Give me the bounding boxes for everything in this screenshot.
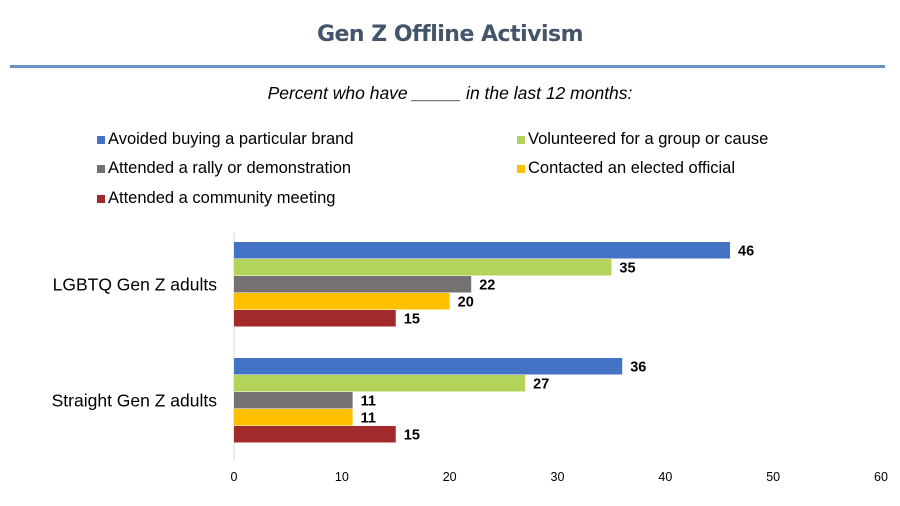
legend-item-rally: Attended a rally or demonstration	[97, 159, 351, 178]
x-tick-label: 30	[551, 470, 565, 484]
data-label: 22	[479, 277, 495, 293]
legend-label: Avoided buying a particular brand	[108, 130, 354, 148]
bar	[234, 242, 731, 259]
x-tick-label: 10	[335, 470, 349, 484]
chart-subtitle: Percent who have _____ in the last 12 mo…	[267, 83, 633, 103]
x-tick-label: 40	[658, 470, 672, 484]
data-label: 20	[458, 294, 474, 310]
bar	[234, 409, 353, 426]
bar	[234, 310, 396, 327]
legend-swatch	[517, 164, 525, 173]
legend-item-avoided-brand: Avoided buying a particular brand	[97, 130, 354, 149]
legend-swatch	[97, 164, 105, 173]
legend-item-community-meeting: Attended a community meeting	[97, 189, 335, 208]
x-tick-label: 0	[231, 470, 238, 484]
x-tick-label: 50	[766, 470, 780, 484]
bar	[234, 293, 450, 310]
legend-label: Attended a rally or demonstration	[108, 159, 352, 177]
category-label: Straight Gen Z adults	[52, 391, 218, 411]
data-label: 27	[533, 376, 549, 392]
legend-swatch	[97, 194, 105, 203]
chart-title: Gen Z Offline Activism	[316, 22, 584, 47]
bar	[234, 392, 353, 409]
bar	[234, 358, 623, 375]
legend-label: Contacted an elected official	[528, 159, 735, 177]
x-tick-label: 60	[874, 470, 888, 484]
x-tick-label: 20	[443, 470, 457, 484]
bar	[234, 426, 396, 443]
bar	[234, 375, 526, 392]
bar	[234, 259, 612, 276]
legend-label: Attended a community meeting	[108, 189, 336, 207]
data-label: 46	[738, 243, 754, 259]
legend-item-contacted-official: Contacted an elected official	[517, 159, 735, 178]
legend-item-volunteered: Volunteered for a group or cause	[517, 130, 768, 149]
legend-label: Volunteered for a group or cause	[528, 130, 769, 148]
data-label: 36	[630, 359, 646, 375]
legend-swatch	[97, 135, 105, 144]
data-label: 11	[361, 393, 376, 409]
data-label: 11	[361, 410, 376, 426]
title-divider	[10, 65, 885, 68]
bar	[234, 276, 472, 293]
legend-swatch	[517, 135, 525, 144]
category-label: LGBTQ Gen Z adults	[53, 275, 218, 295]
data-label: 35	[619, 260, 635, 276]
data-label: 15	[404, 311, 420, 327]
data-label: 15	[404, 427, 420, 443]
